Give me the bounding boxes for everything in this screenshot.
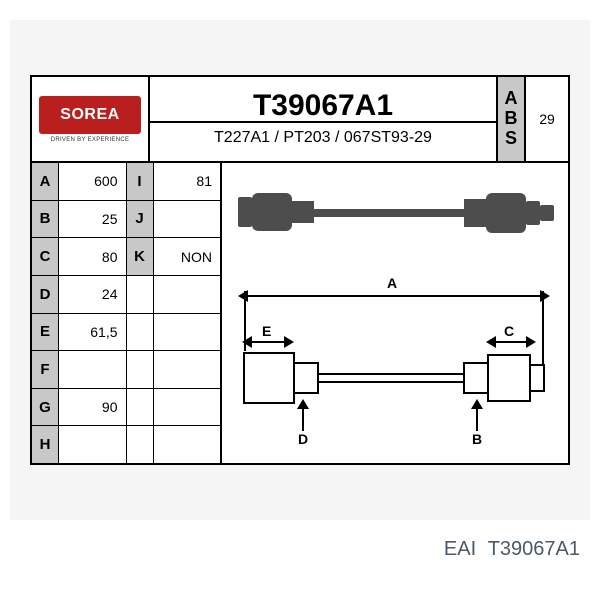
dim-B-label: B [472,431,482,447]
part-code: T39067A1 [253,91,393,121]
spec-key: K [127,238,154,275]
abs-B: B [505,109,518,129]
dim-C-label: C [504,323,514,339]
table-row: H [32,426,220,463]
spec-val: 90 [59,389,127,426]
spec-val [154,389,221,426]
spec-key [127,389,154,426]
spec-val [154,276,221,313]
spec-key: H [32,426,59,463]
spec-key: I [127,163,154,200]
table-row: C 80 K NON [32,238,220,276]
table-row: G 90 [32,389,220,427]
spec-card-container: SOREA DRIVEN BY EXPERIENCE T39067A1 T227… [10,20,590,520]
dim-D-line [302,407,304,431]
main-row: A 600 I 81 B 25 J C 80 K NON [32,163,568,463]
table-row: B 25 J [32,201,220,239]
spec-key: E [32,314,59,351]
spec-key [127,351,154,388]
arrow-icon [486,336,496,348]
spec-key: F [32,351,59,388]
abs-S: S [505,129,517,149]
dim-A-line [244,295,544,297]
diagram-area: A E C D B [222,163,568,463]
spec-val [154,426,221,463]
footer-brand: EAI [444,538,476,560]
spec-val [154,351,221,388]
spec-key [127,426,154,463]
table-row: A 600 I 81 [32,163,220,201]
dim-D-label: D [298,431,308,447]
spec-val [154,201,221,238]
brand-tagline: DRIVEN BY EXPERIENCE [51,137,130,143]
brand-cell: SOREA DRIVEN BY EXPERIENCE [32,77,150,161]
spec-key: D [32,276,59,313]
spec-val [59,426,127,463]
dim-extA-right [542,291,544,366]
arrow-icon [526,336,536,348]
spec-val: 61,5 [59,314,127,351]
spec-key [127,314,154,351]
dim-A-label: A [387,275,397,291]
arrow-icon [284,336,294,348]
brand-logo: SOREA [39,96,141,134]
spec-key: C [32,238,59,275]
drive-shaft-icon [222,163,570,463]
spec-val: NON [154,238,221,275]
abs-value: 29 [526,77,568,161]
spec-val [154,314,221,351]
arrow-icon [471,399,483,409]
spec-key [127,276,154,313]
footer: EAI T39067A1 [10,520,590,561]
dim-E-line [248,341,288,343]
brand-name: SOREA [60,106,119,124]
title-cell: T39067A1 T227A1 / PT203 / 067ST93-29 [150,77,496,161]
abs-cell: A B S 29 [496,77,568,161]
spec-val: 25 [59,201,127,238]
header-row: SOREA DRIVEN BY EXPERIENCE T39067A1 T227… [32,77,568,163]
spec-val: 80 [59,238,127,275]
part-alt-codes: T227A1 / PT203 / 067ST93-29 [150,121,496,147]
spec-val: 81 [154,163,221,200]
dim-E-label: E [262,323,271,339]
spec-val: 600 [59,163,127,200]
spec-key: G [32,389,59,426]
dim-B-line [476,407,478,431]
spec-card: SOREA DRIVEN BY EXPERIENCE T39067A1 T227… [30,75,570,465]
abs-A: A [505,89,518,109]
spec-key: J [127,201,154,238]
abs-label: A B S [498,77,526,161]
spec-val: 24 [59,276,127,313]
specs-table: A 600 I 81 B 25 J C 80 K NON [32,163,222,463]
spec-key: A [32,163,59,200]
arrow-icon [297,399,309,409]
spec-val [59,351,127,388]
arrow-icon [242,336,252,348]
spec-key: B [32,201,59,238]
dim-C-line [492,341,530,343]
arrow-icon [238,290,248,302]
table-row: E 61,5 [32,314,220,352]
table-row: D 24 [32,276,220,314]
table-row: F [32,351,220,389]
footer-code: T39067A1 [488,538,580,560]
